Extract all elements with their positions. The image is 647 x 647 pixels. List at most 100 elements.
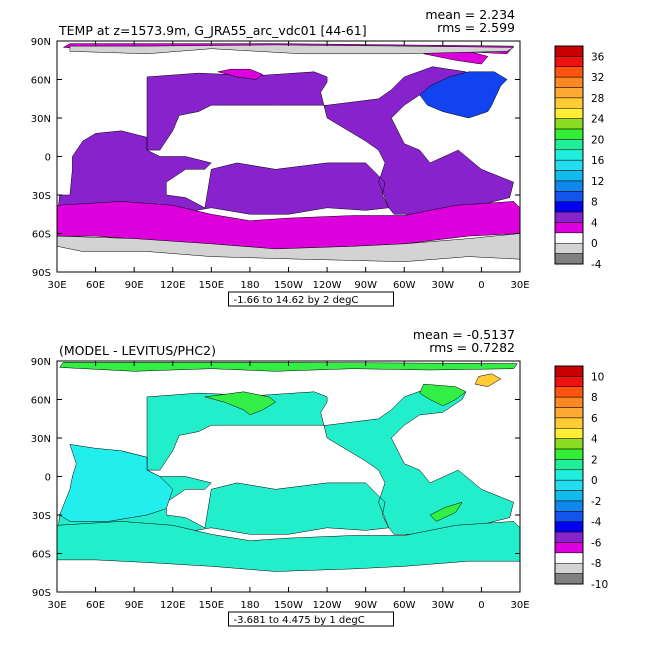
y-tick-label: 90S [32, 588, 51, 599]
contour-info-label: -1.66 to 14.62 by 2 degC [234, 295, 359, 306]
contour-info-box [228, 291, 394, 307]
x-tick-label: 30W [432, 600, 455, 611]
y-tick-label: 90S [32, 268, 51, 279]
colorbar-label: 0 [591, 475, 598, 487]
colorbar-swatch [554, 542, 584, 554]
colorbar-label: -4 [591, 259, 602, 271]
colorbar-swatch [554, 149, 584, 161]
colorbar-label: 16 [591, 155, 605, 167]
colorbar-swatch [554, 201, 584, 213]
y-tick-label: 0 [45, 473, 51, 484]
colorbar-swatch [554, 159, 584, 171]
x-tick-label: 90E [125, 600, 144, 611]
panel-2: 30E 60E 90E 120E 150E 180 150W 120W 90W 60W 30W 0 30… [31, 327, 608, 627]
colorbar-swatch [554, 531, 584, 543]
x-tick-label: 30E [47, 280, 66, 291]
colorbar-swatch [554, 232, 584, 244]
colorbar-label: 32 [591, 72, 604, 84]
x-tick-label: 120W [313, 280, 342, 291]
colorbar-swatch [554, 97, 584, 109]
colorbar-frame [554, 45, 584, 265]
y-tick-label: 60N [31, 396, 51, 407]
contour-info-label: -3.681 to 4.475 by 1 degC [234, 615, 365, 626]
y-tick-label: 0 [45, 153, 51, 164]
colorbar-swatch [554, 66, 584, 78]
panel-1: 30E 60E 90E 120E 150E 180 150W 120W 90W 60W 30W 0 30… [31, 7, 605, 307]
colorbar-label: -6 [591, 537, 602, 549]
x-tick-label: 150E [199, 280, 224, 291]
colorbar-swatch [554, 428, 584, 439]
colorbar-label: 8 [591, 197, 598, 209]
colorbar-label: 0 [591, 238, 598, 250]
region-7 [429, 501, 463, 522]
y-tick-label: 30S [32, 511, 51, 522]
colorbar-swatch [554, 87, 584, 99]
x-tick-label: 150W [274, 280, 303, 291]
x-tick-label: 60W [393, 280, 416, 291]
y-tick-label: 30N [31, 114, 51, 125]
x-tick-label: 60E [86, 600, 105, 611]
colorbar-swatch [554, 118, 584, 130]
colorbar-label: 10 [591, 371, 604, 383]
colorbar-swatch [554, 521, 584, 533]
region-5 [419, 383, 467, 407]
mean-label: mean = 2.234 [425, 7, 515, 22]
region-8 [69, 44, 515, 55]
x-tick-label: 120E [160, 600, 185, 611]
colorbar-swatch [554, 76, 584, 88]
colorbar-swatch [554, 500, 584, 512]
y-tick-label: 60S [32, 230, 51, 241]
x-tick-label: 60E [86, 280, 105, 291]
colorbar-swatch [554, 469, 584, 481]
rms-label: rms = 2.599 [437, 20, 515, 35]
colorbar-label: -4 [591, 517, 602, 529]
colorbar-swatch [554, 242, 584, 254]
x-tick-label: 150E [199, 600, 224, 611]
colorbar-swatch [554, 128, 584, 140]
colorbar-label: 8 [591, 392, 598, 404]
colorbar-label: -10 [591, 579, 608, 591]
x-tick-label: 120W [313, 600, 342, 611]
y-tick-label: 60N [31, 76, 51, 87]
region-8 [474, 373, 502, 387]
colorbar-swatch [554, 396, 584, 408]
colorbar-swatch [554, 376, 584, 388]
colorbar-label: 20 [591, 134, 604, 146]
colorbar-swatch [554, 108, 584, 119]
colorbar-label: 12 [591, 176, 604, 188]
colorbar-swatch [554, 417, 584, 429]
x-tick-label: 30E [510, 600, 529, 611]
colorbar-swatch [554, 191, 584, 202]
region-6 [217, 68, 264, 80]
colorbar-swatch [554, 490, 584, 502]
colorbar-swatch [554, 211, 584, 223]
colorbar-swatch [554, 139, 584, 151]
contour-info-box [228, 611, 394, 627]
colorbar-swatch [554, 386, 584, 398]
region-4 [59, 362, 518, 372]
x-tick-label: 30W [432, 280, 455, 291]
x-tick-label: 90E [125, 280, 144, 291]
rms-label: rms = 0.7282 [429, 340, 515, 355]
x-tick-label: 0 [478, 600, 484, 611]
colorbar-swatch [554, 459, 584, 471]
y-tick-label: 30N [31, 434, 51, 445]
y-tick-label: 90N [31, 357, 51, 368]
colorbar-swatch [554, 562, 584, 574]
region-3 [59, 444, 174, 522]
colorbar-label: 2 [591, 454, 598, 466]
y-tick-label: 60S [32, 550, 51, 561]
colorbar-label: -8 [591, 558, 601, 570]
x-tick-label: 30E [47, 600, 66, 611]
mean-label: mean = -0.5137 [413, 327, 515, 342]
colorbar-swatch [554, 56, 584, 68]
region-1 [56, 66, 514, 221]
panel-title: (MODEL - LEVITUS/PHC2) [59, 343, 216, 358]
x-tick-label: 30E [510, 280, 529, 291]
colorbar-swatch [554, 170, 584, 182]
colorbar-frame [554, 365, 584, 585]
colorbar-swatch [554, 222, 584, 234]
colorbar-swatch [554, 573, 584, 585]
colorbar-swatch [554, 448, 584, 460]
